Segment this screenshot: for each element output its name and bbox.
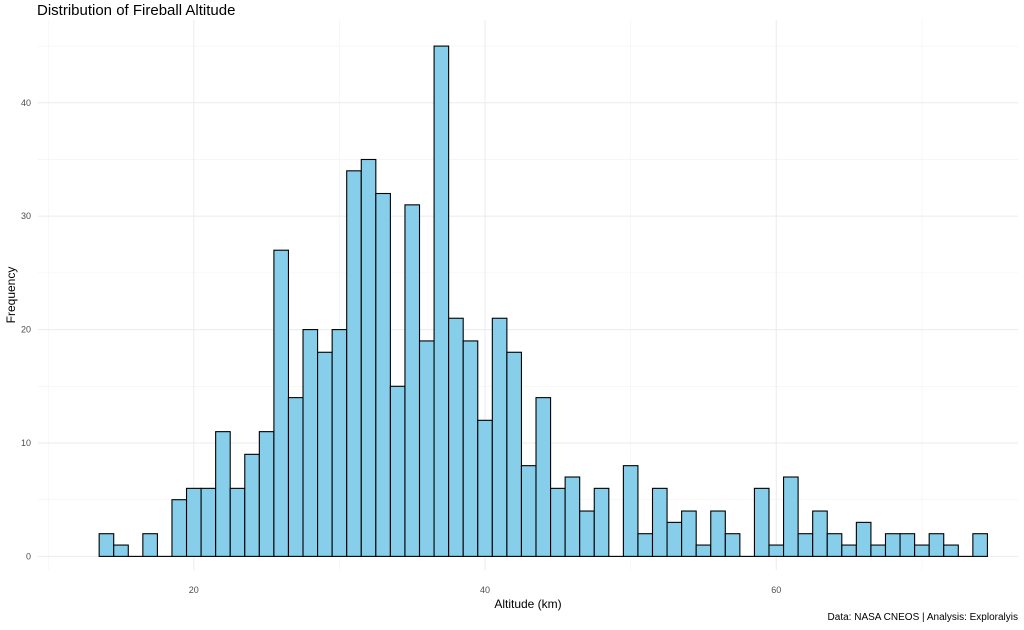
- histogram-bar: [812, 510, 828, 557]
- histogram-bar: [273, 249, 290, 557]
- histogram-bar: [433, 45, 450, 557]
- histogram-bar: [914, 544, 930, 557]
- histogram-bar: [520, 465, 537, 557]
- histogram-bar: [535, 397, 552, 557]
- y-tick-label: 0: [26, 551, 31, 561]
- histogram-bar: [564, 476, 581, 557]
- histogram-bar: [200, 487, 217, 557]
- histogram-bar: [826, 533, 843, 557]
- histogram-bar: [622, 465, 639, 557]
- histogram-bar: [637, 533, 654, 557]
- x-tick-label: 40: [480, 585, 490, 595]
- chart-title: Distribution of Fireball Altitude: [37, 2, 236, 19]
- y-tick-label: 40: [21, 98, 31, 108]
- histogram-bar: [870, 544, 887, 557]
- histogram-bar: [389, 385, 406, 557]
- histogram-bar: [462, 340, 479, 557]
- histogram-bar: [884, 533, 901, 557]
- histogram-bar: [928, 533, 945, 557]
- histogram-bar: [375, 192, 391, 557]
- histogram-bar: [244, 453, 260, 557]
- histogram-bar: [753, 487, 770, 557]
- histogram-bar: [666, 521, 683, 557]
- histogram-bar: [98, 533, 115, 557]
- y-axis-label: Frequency: [4, 267, 18, 324]
- histogram-bar: [360, 158, 377, 557]
- histogram-bar: [783, 476, 799, 557]
- x-tick-label: 60: [771, 585, 781, 595]
- histogram-bar: [448, 317, 464, 557]
- histogram-bar: [477, 419, 493, 557]
- histogram-bar: [142, 533, 158, 557]
- histogram-bar: [797, 533, 814, 557]
- histogram-bar: [287, 397, 304, 557]
- histogram-bar: [710, 510, 726, 557]
- y-tick-label: 10: [21, 438, 31, 448]
- histogram-bar: [331, 329, 348, 557]
- histogram-bar: [841, 544, 857, 557]
- y-tick-label: 20: [21, 325, 31, 335]
- histogram-bar: [404, 204, 421, 557]
- histogram-bar: [302, 329, 319, 557]
- histogram-bar: [899, 533, 916, 557]
- histogram-bar: [724, 533, 741, 557]
- histogram-bar: [506, 351, 522, 557]
- histogram-bar: [185, 487, 202, 557]
- x-axis-label: Altitude (km): [494, 597, 561, 611]
- histogram-bar: [855, 521, 872, 557]
- histogram-bar: [972, 533, 988, 557]
- histogram-bar: [943, 544, 959, 557]
- histogram-bar: [695, 544, 712, 557]
- histogram-bar: [491, 317, 508, 557]
- chart-caption: Data: NASA CNEOS | Analysis: Exploralyis: [827, 612, 1018, 623]
- y-tick-label: 30: [21, 211, 31, 221]
- histogram-bar: [229, 487, 246, 557]
- histogram-bar: [215, 431, 231, 557]
- histogram-bar: [768, 544, 785, 557]
- histogram-bar: [579, 510, 595, 557]
- histogram-bar: [550, 487, 566, 557]
- histogram-bar: [418, 340, 435, 557]
- histogram-bar: [651, 487, 668, 557]
- histogram-bar: [171, 499, 188, 557]
- histogram-bar: [258, 431, 275, 557]
- histogram-bar: [346, 170, 362, 557]
- histogram-bar: [113, 544, 129, 557]
- x-tick-label: 20: [189, 585, 199, 595]
- histogram-bar: [593, 487, 610, 557]
- histogram-bar: [681, 510, 697, 557]
- histogram-bar: [317, 351, 333, 557]
